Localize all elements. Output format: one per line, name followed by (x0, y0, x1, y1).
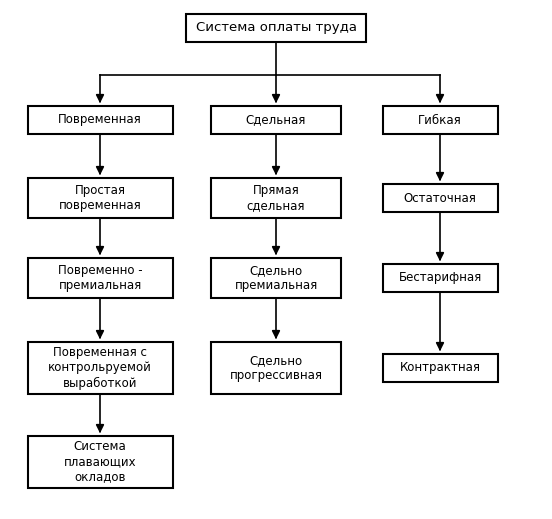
Text: Сдельная: Сдельная (246, 114, 306, 127)
Bar (211, 106, 341, 134)
Bar (383, 354, 497, 382)
Bar (383, 184, 497, 212)
Text: Остаточная: Остаточная (404, 192, 476, 204)
Bar (28, 106, 172, 134)
Text: Система оплаты труда: Система оплаты труда (195, 21, 357, 34)
Bar (186, 14, 366, 42)
Bar (28, 436, 172, 488)
Bar (383, 106, 497, 134)
Bar (211, 342, 341, 394)
Text: Система
плавающих
окладов: Система плавающих окладов (63, 441, 136, 484)
Text: Повременная с
контрольруемой
выработкой: Повременная с контрольруемой выработкой (48, 347, 152, 390)
Bar (28, 258, 172, 298)
Bar (28, 178, 172, 218)
Bar (28, 342, 172, 394)
Text: Сдельно
прогрессивная: Сдельно прогрессивная (230, 354, 322, 382)
Bar (383, 264, 497, 292)
Text: Повременная: Повременная (58, 114, 142, 127)
Text: Сдельно
премиальная: Сдельно премиальная (235, 264, 317, 292)
Text: Простая
повременная: Простая повременная (59, 184, 141, 212)
Text: Гибкая: Гибкая (418, 114, 462, 127)
Bar (211, 258, 341, 298)
Text: Повременно -
премиальная: Повременно - премиальная (58, 264, 142, 292)
Text: Прямая
сдельная: Прямая сдельная (247, 184, 305, 212)
Text: Бестарифная: Бестарифная (399, 271, 482, 284)
Bar (211, 178, 341, 218)
Text: Контрактная: Контрактная (400, 362, 480, 375)
